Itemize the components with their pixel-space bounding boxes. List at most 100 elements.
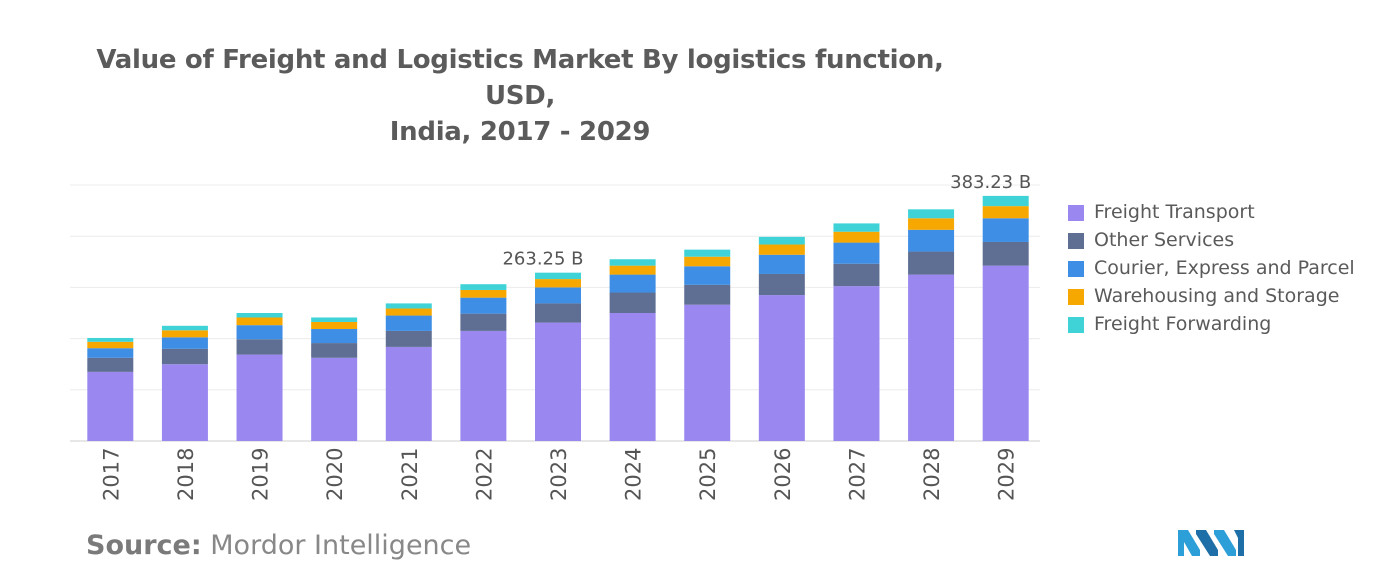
legend-item-other-services[interactable]: Other Services	[1068, 228, 1368, 253]
total-label-2023: 263.25 B	[502, 249, 583, 270]
bar-segment-other-services-2019	[236, 339, 283, 355]
legend-swatch	[1068, 233, 1084, 249]
legend-swatch	[1068, 205, 1084, 221]
bar-segment-freight-forwarding-2019	[236, 313, 283, 318]
bar-segment-warehousing-and-storage-2018	[161, 330, 208, 338]
bar-segment-freight-transport-2025	[684, 304, 731, 441]
chart-title: Value of Freight and Logistics Market By…	[70, 42, 970, 150]
x-tick-label-2029: 2029	[995, 448, 1019, 501]
bar-segment-courier-express-and-parcel-2018	[161, 337, 208, 349]
bar-segment-warehousing-and-storage-2019	[236, 317, 283, 326]
bar-segment-courier-express-and-parcel-2019	[236, 325, 283, 340]
chart-legend: Freight Transport Other Services Courier…	[1068, 200, 1368, 340]
bar-segment-courier-express-and-parcel-2025	[684, 266, 731, 285]
bar-segment-other-services-2018	[161, 348, 208, 365]
bar-segment-courier-express-and-parcel-2027	[833, 242, 880, 264]
legend-label: Courier, Express and Parcel	[1094, 257, 1355, 279]
stacked-bar-chart: 2017 2018 2019 2020 2021 2022 2023 263.25 B 2024…	[70, 172, 1040, 501]
bar-segment-freight-transport-2028	[908, 274, 955, 441]
source-label: Source:	[86, 530, 202, 561]
bar-segment-freight-forwarding-2024	[609, 259, 656, 266]
bar-segment-other-services-2022	[460, 313, 507, 331]
x-tick-label-2024: 2024	[622, 448, 646, 501]
bar-segment-warehousing-and-storage-2020	[311, 321, 358, 329]
bar-segment-freight-transport-2029	[982, 265, 1029, 441]
chart-title-line-1: Value of Freight and Logistics Market By…	[96, 45, 944, 111]
source-note: Source: Mordor Intelligence	[86, 530, 471, 561]
bar-segment-freight-transport-2024	[609, 313, 656, 441]
bar-segment-courier-express-and-parcel-2020	[311, 329, 358, 344]
bar-segment-other-services-2021	[385, 330, 432, 347]
bar-segment-courier-express-and-parcel-2021	[385, 315, 432, 331]
bar-segment-courier-express-and-parcel-2017	[87, 348, 134, 358]
x-tick-label-2020: 2020	[323, 448, 347, 501]
bar-segment-warehousing-and-storage-2022	[460, 289, 507, 298]
legend-item-freight-transport[interactable]: Freight Transport	[1068, 200, 1368, 225]
bar-segment-freight-forwarding-2028	[908, 209, 955, 219]
mordor-intelligence-logo-icon	[1178, 530, 1244, 556]
bar-segment-warehousing-and-storage-2025	[684, 256, 731, 267]
legend-swatch	[1068, 289, 1084, 305]
bar-segment-warehousing-and-storage-2021	[385, 308, 432, 316]
x-tick-label-2017: 2017	[99, 448, 123, 501]
bar-segment-freight-transport-2020	[311, 357, 358, 441]
bar-segment-freight-forwarding-2023	[535, 272, 581, 280]
legend-swatch	[1068, 317, 1084, 333]
x-tick-label-2023: 2023	[547, 448, 571, 501]
chart-title-line-2: India, 2017 - 2029	[389, 117, 651, 147]
bar-segment-warehousing-and-storage-2028	[908, 218, 955, 230]
bar-segment-freight-transport-2026	[758, 295, 805, 441]
bar-segment-other-services-2017	[87, 357, 134, 372]
bar-segment-courier-express-and-parcel-2024	[609, 274, 656, 293]
bar-segment-courier-express-and-parcel-2026	[758, 254, 805, 274]
x-tick-label-2022: 2022	[472, 448, 496, 501]
bar-segment-warehousing-and-storage-2023	[535, 279, 581, 288]
bar-segment-courier-express-and-parcel-2029	[982, 218, 1029, 242]
bar-segment-courier-express-and-parcel-2022	[460, 297, 507, 314]
bar-segment-other-services-2023	[535, 303, 581, 323]
x-tick-label-2018: 2018	[174, 448, 198, 501]
bar-segment-freight-forwarding-2018	[161, 325, 208, 331]
bar-segment-freight-forwarding-2021	[385, 303, 432, 309]
bar-segment-other-services-2028	[908, 251, 955, 275]
bar-segment-freight-forwarding-2025	[684, 249, 731, 257]
bar-segment-other-services-2027	[833, 263, 880, 287]
bar-segment-other-services-2029	[982, 241, 1029, 266]
x-tick-label-2021: 2021	[398, 448, 422, 501]
legend-label: Freight Transport	[1094, 201, 1255, 223]
x-tick-label-2028: 2028	[920, 448, 944, 501]
bar-segment-freight-forwarding-2027	[833, 223, 880, 232]
x-tick-label-2025: 2025	[696, 448, 720, 501]
bar-segment-freight-transport-2018	[161, 364, 208, 441]
bar-segment-freight-forwarding-2022	[460, 284, 507, 290]
bar-segment-freight-transport-2022	[460, 330, 507, 441]
bar-segment-freight-forwarding-2026	[758, 236, 805, 245]
bar-segment-courier-express-and-parcel-2023	[535, 287, 581, 304]
legend-item-courier-express-parcel[interactable]: Courier, Express and Parcel	[1068, 256, 1368, 281]
bar-segment-freight-forwarding-2029	[982, 195, 1029, 207]
bar-segment-freight-transport-2023	[535, 322, 581, 441]
x-tick-label-2019: 2019	[249, 448, 273, 501]
bar-segment-other-services-2026	[758, 273, 805, 296]
legend-item-warehousing-storage[interactable]: Warehousing and Storage	[1068, 284, 1368, 309]
legend-label: Other Services	[1094, 229, 1235, 251]
bar-segment-freight-transport-2019	[236, 354, 283, 441]
bar-segment-warehousing-and-storage-2017	[87, 341, 134, 349]
bar-segment-warehousing-and-storage-2027	[833, 231, 880, 243]
bar-segment-freight-transport-2021	[385, 346, 432, 441]
bar-segment-other-services-2024	[609, 292, 656, 313]
bar-segment-warehousing-and-storage-2026	[758, 244, 805, 255]
bar-segment-other-services-2025	[684, 284, 731, 305]
bar-segment-warehousing-and-storage-2029	[982, 206, 1029, 219]
bar-segment-warehousing-and-storage-2024	[609, 265, 656, 275]
bar-segment-freight-transport-2017	[87, 371, 134, 441]
x-tick-label-2026: 2026	[771, 448, 795, 501]
bar-segment-freight-forwarding-2020	[311, 317, 358, 322]
x-tick-label-2027: 2027	[845, 448, 869, 501]
bar-segment-freight-forwarding-2017	[87, 337, 134, 342]
legend-item-freight-forwarding[interactable]: Freight Forwarding	[1068, 312, 1368, 337]
total-label-2029: 383.23 B	[950, 172, 1031, 193]
bar-segment-freight-transport-2027	[833, 286, 880, 441]
bar-segment-other-services-2020	[311, 343, 358, 358]
legend-label: Warehousing and Storage	[1094, 285, 1340, 307]
